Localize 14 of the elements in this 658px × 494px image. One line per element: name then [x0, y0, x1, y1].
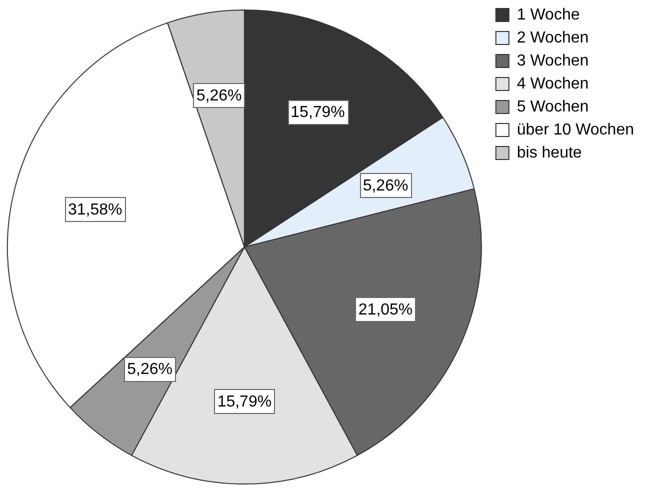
data-label: 5,26%: [362, 178, 408, 195]
data-label: 5,26%: [196, 87, 242, 104]
legend-label: 4 Wochen: [516, 75, 589, 92]
legend-label: 1 Woche: [516, 6, 580, 24]
data-label: 5,26%: [127, 360, 173, 378]
legend-label: über 10 Wochen: [516, 121, 634, 138]
data-label: 15,79%: [290, 104, 345, 121]
legend-label: 2 Wochen: [516, 29, 589, 46]
data-label: 15,79%: [217, 393, 272, 410]
data-label: 21,05%: [358, 301, 413, 318]
legend-label: 3 Wochen: [516, 52, 589, 70]
legend-label: bis heute: [516, 144, 582, 162]
legend-label: 5 Wochen: [516, 98, 589, 116]
data-label: 31,58%: [68, 202, 122, 219]
